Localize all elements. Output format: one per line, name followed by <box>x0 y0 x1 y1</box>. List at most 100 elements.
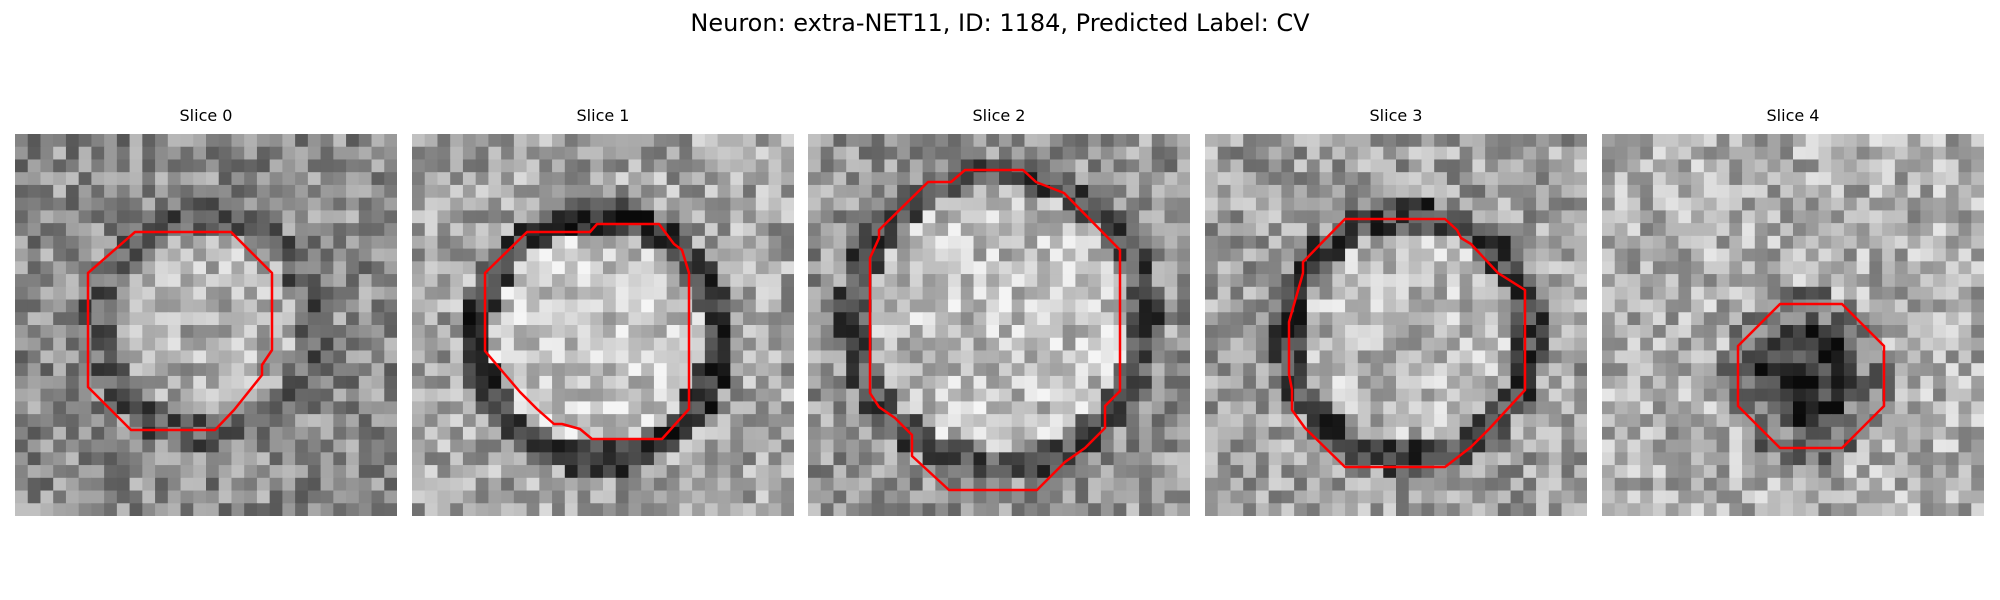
pixel-cell <box>231 350 245 364</box>
pixel-cell <box>1716 503 1730 516</box>
pixel-cell <box>167 375 182 390</box>
pixel-cell <box>666 197 680 211</box>
pixel-cell <box>206 350 220 364</box>
pixel-cell <box>53 159 67 173</box>
pixel-cell <box>295 197 309 211</box>
pixel-cell <box>781 325 794 339</box>
pixel-cell <box>1345 350 1359 364</box>
pixel-cell <box>1205 325 1219 339</box>
pixel-cell <box>615 184 630 199</box>
pixel-cell <box>590 184 604 199</box>
pixel-cell <box>218 452 233 466</box>
pixel-cell <box>1640 375 1654 390</box>
pixel-cell <box>1691 401 1705 415</box>
pixel-cell <box>256 325 271 339</box>
pixel-cell <box>858 401 873 415</box>
pixel-cell <box>1037 134 1051 148</box>
pixel-cell <box>333 312 347 326</box>
pixel-cell <box>358 363 373 377</box>
pixel-cell <box>371 184 385 199</box>
pixel-cell <box>437 159 451 173</box>
pixel-cell <box>1243 363 1257 377</box>
pixel-cell <box>333 350 347 364</box>
pixel-cell <box>1319 261 1333 275</box>
pixel-cell <box>1024 503 1038 516</box>
pixel-cell <box>833 248 847 262</box>
pixel-cell <box>999 477 1013 492</box>
pixel-cell <box>1421 325 1435 339</box>
pixel-cell <box>513 235 528 250</box>
pixel-cell <box>437 210 451 224</box>
pixel-cell <box>307 312 322 326</box>
pixel-cell <box>1640 248 1654 262</box>
pixel-cell <box>1536 388 1550 402</box>
pixel-cell <box>1243 146 1257 161</box>
pixel-cell <box>193 274 207 288</box>
pixel-cell <box>1805 274 1820 288</box>
pixel-cell <box>1421 223 1435 237</box>
pixel-cell <box>1665 337 1679 352</box>
pixel-cell <box>552 350 566 364</box>
pixel-cell <box>167 312 182 326</box>
pixel-cell <box>1497 172 1512 186</box>
pixel-cell <box>104 363 118 377</box>
pixel-cell <box>450 159 464 173</box>
pixel-cell <box>948 134 962 148</box>
pixel-cell <box>1971 503 1984 516</box>
pixel-cell <box>53 350 67 364</box>
pixel-cell <box>1408 375 1423 390</box>
pixel-cell <box>590 414 604 428</box>
pixel-cell <box>1907 414 1921 428</box>
pixel-cell <box>1523 401 1537 415</box>
pixel-cell <box>295 414 309 428</box>
pixel-cell <box>206 223 220 237</box>
pixel-cell <box>424 274 439 288</box>
pixel-cell <box>1627 223 1641 237</box>
pixel-cell <box>1370 452 1384 466</box>
pixel-cell <box>1678 210 1692 224</box>
pixel-cell <box>78 452 92 466</box>
pixel-cell <box>1319 159 1333 173</box>
pixel-cell <box>781 261 794 275</box>
pixel-cell <box>1640 172 1654 186</box>
pixel-cell <box>116 172 131 186</box>
pixel-cell <box>730 465 744 479</box>
pixel-cell <box>1818 248 1832 262</box>
pixel-cell <box>1754 299 1769 313</box>
pixel-cell <box>1754 261 1769 275</box>
pixel-cell <box>475 465 489 479</box>
pixel-cell <box>231 414 245 428</box>
pixel-cell <box>167 172 182 186</box>
pixel-cell <box>1011 426 1026 441</box>
pixel-cell <box>1856 235 1870 250</box>
pixel-cell <box>1408 503 1423 516</box>
pixel-cell <box>1421 350 1435 364</box>
pixel-cell <box>256 235 271 250</box>
pixel-cell <box>1396 477 1410 492</box>
pixel-cell <box>1793 159 1807 173</box>
pixel-cell <box>244 184 258 199</box>
pixel-cell <box>206 172 220 186</box>
pixel-cell <box>820 325 835 339</box>
pixel-cell <box>833 172 847 186</box>
pixel-cell <box>1920 337 1934 352</box>
pixel-cell <box>462 312 477 326</box>
pixel-cell <box>552 426 566 441</box>
pixel-cell <box>1177 375 1190 390</box>
pixel-cell <box>1332 146 1346 161</box>
pixel-cell <box>384 388 397 402</box>
pixel-cell <box>1729 350 1743 364</box>
pixel-cell <box>1640 299 1654 313</box>
pixel-cell <box>1510 261 1524 275</box>
pixel-cell <box>679 452 693 466</box>
pixel-cell <box>1856 363 1870 377</box>
pixel-cell <box>1703 350 1718 364</box>
pixel-cell <box>1421 184 1435 199</box>
pixel-cell <box>1754 363 1769 377</box>
pixel-cell <box>846 146 860 161</box>
pixel-cell <box>1843 261 1858 275</box>
pixel-cell <box>1472 184 1486 199</box>
pixel-cell <box>1075 363 1089 377</box>
pixel-cell <box>552 375 566 390</box>
pixel-cell <box>1907 439 1921 453</box>
